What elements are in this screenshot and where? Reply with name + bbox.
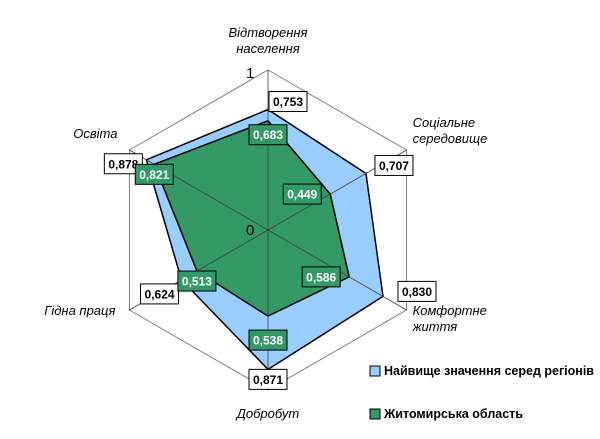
axis-label: життя <box>412 319 458 334</box>
axis-label: населення <box>236 41 300 56</box>
legend-label-2: Житомирська область <box>383 407 523 421</box>
data-label: 0,683 <box>253 128 283 142</box>
data-label: 0,538 <box>253 334 283 348</box>
axis-label: середовище <box>413 131 488 146</box>
legend-label-1: Найвище значення серед регіонів <box>384 364 594 378</box>
data-label: 0,707 <box>379 159 409 173</box>
axis-label: Соціальне <box>413 115 476 130</box>
data-label: 0,753 <box>273 95 303 109</box>
data-label-box <box>374 154 414 176</box>
data-label-box <box>248 124 288 146</box>
data-label: 0,513 <box>182 275 212 289</box>
data-label-box <box>103 153 143 175</box>
data-label-box <box>248 368 288 390</box>
data-label: 0,624 <box>145 287 175 301</box>
data-label-box <box>397 280 437 302</box>
data-label-box <box>268 91 308 113</box>
axis-spoke <box>129 149 269 231</box>
axis-label: Добробут <box>235 406 300 421</box>
scale-min-label: 0 <box>246 222 254 239</box>
scale-max-label: 1 <box>246 65 254 82</box>
axis-label: Гідна праця <box>44 303 115 318</box>
legend: Найвище значення серед регіонів Житомирсь… <box>369 364 594 421</box>
data-label: 0,449 <box>287 188 317 202</box>
data-label: 0,821 <box>139 168 169 182</box>
data-label-box <box>177 270 217 292</box>
data-label-box <box>140 283 180 305</box>
legend-swatch-1 <box>369 365 381 377</box>
axis-label: Комфортне <box>413 303 487 318</box>
data-label-box <box>134 163 174 185</box>
data-label-box <box>248 329 288 351</box>
legend-swatch-2 <box>369 408 381 420</box>
data-label: 0,878 <box>108 157 138 171</box>
axis-label: Відтворення <box>228 25 307 40</box>
data-label: 0,871 <box>253 373 283 387</box>
data-label-box <box>282 183 322 205</box>
data-label: 0,830 <box>402 285 432 299</box>
axis-label: Освіта <box>73 126 117 141</box>
data-label: 0,586 <box>306 270 336 284</box>
data-label-box <box>301 266 341 288</box>
